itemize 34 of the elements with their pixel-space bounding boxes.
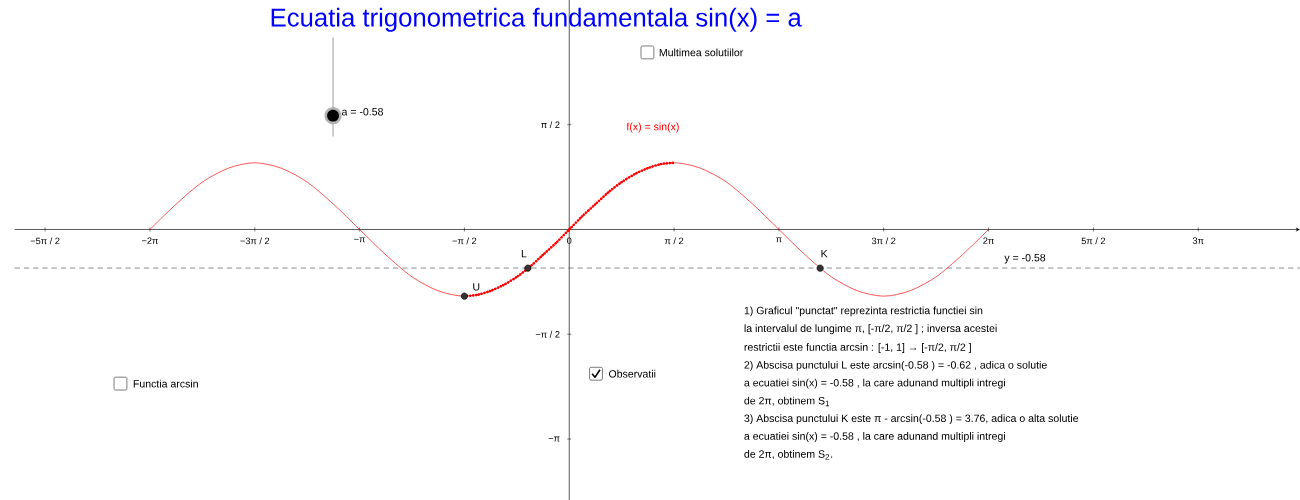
x-tick-label: 3π: [1192, 237, 1204, 244]
annotation: a = -0.58: [342, 107, 383, 116]
x-tick-label: 0: [567, 237, 572, 244]
annotation: la intervalul de lungime π, [-π/2, π/2 ] ; inversa acestei: [744, 324, 997, 335]
annotation: restrictii este functia arcsin : [-1, 1] → [-π/2, π/2 ]: [744, 342, 971, 353]
x-tick-label: π: [776, 237, 782, 243]
x-tick-label: −2π: [141, 237, 158, 244]
ref-line-label: y = -0.58: [1004, 253, 1046, 264]
y-tick-label: π / 2: [541, 121, 560, 128]
annotation: de 2π, obtinem S$_{1}$: [744, 396, 830, 406]
annotation: Multimea solutiilor: [659, 48, 744, 57]
annotation: a ecuatiei sin(x) = -0.58 , la care adunand multipli intregi: [744, 378, 1005, 389]
x-tick-label: −5π / 2: [30, 237, 60, 245]
annotation: U: [473, 283, 480, 291]
annotation: 1) Graficul "punctat" reprezinta restrictia functiei sin: [744, 306, 983, 317]
x-tick-label: −π: [354, 237, 366, 243]
y-tick-label: −π: [548, 436, 560, 442]
chart-title: Ecuatia trigonometrica fundamentala sin(x) = a: [271, 7, 802, 32]
y-tick-label: −π / 2: [535, 330, 560, 338]
annotation: de 2π, obtinem S$_{2}$.: [744, 449, 833, 460]
annotation: Functia arcsin: [133, 379, 198, 388]
annotation: L: [521, 249, 527, 258]
x-tick-label: −π / 2: [452, 237, 477, 245]
x-tick-label: −3π / 2: [240, 237, 270, 245]
annotation: 3) Abscisa punctului K este π - arcsin(-0.58 ) = 3.76, adica o alta solutie: [744, 414, 1079, 424]
x-tick-label: π / 2: [664, 237, 684, 245]
annotation: K: [821, 249, 828, 258]
text: f(x) = sin(x): [626, 122, 679, 133]
annotation: Observatii: [608, 369, 656, 378]
x-tick-label: 3π / 2: [871, 237, 896, 245]
annotation: 2) Abscisa punctului L este arcsin(-0.58 ) = -0.62 , adica o solutie: [744, 360, 1047, 371]
annotation: a ecuatiei sin(x) = -0.58 , la care adunand multipli intregi: [744, 431, 1005, 442]
x-tick-label: 2π: [983, 237, 994, 244]
x-tick-label: 5π / 2: [1081, 237, 1106, 245]
